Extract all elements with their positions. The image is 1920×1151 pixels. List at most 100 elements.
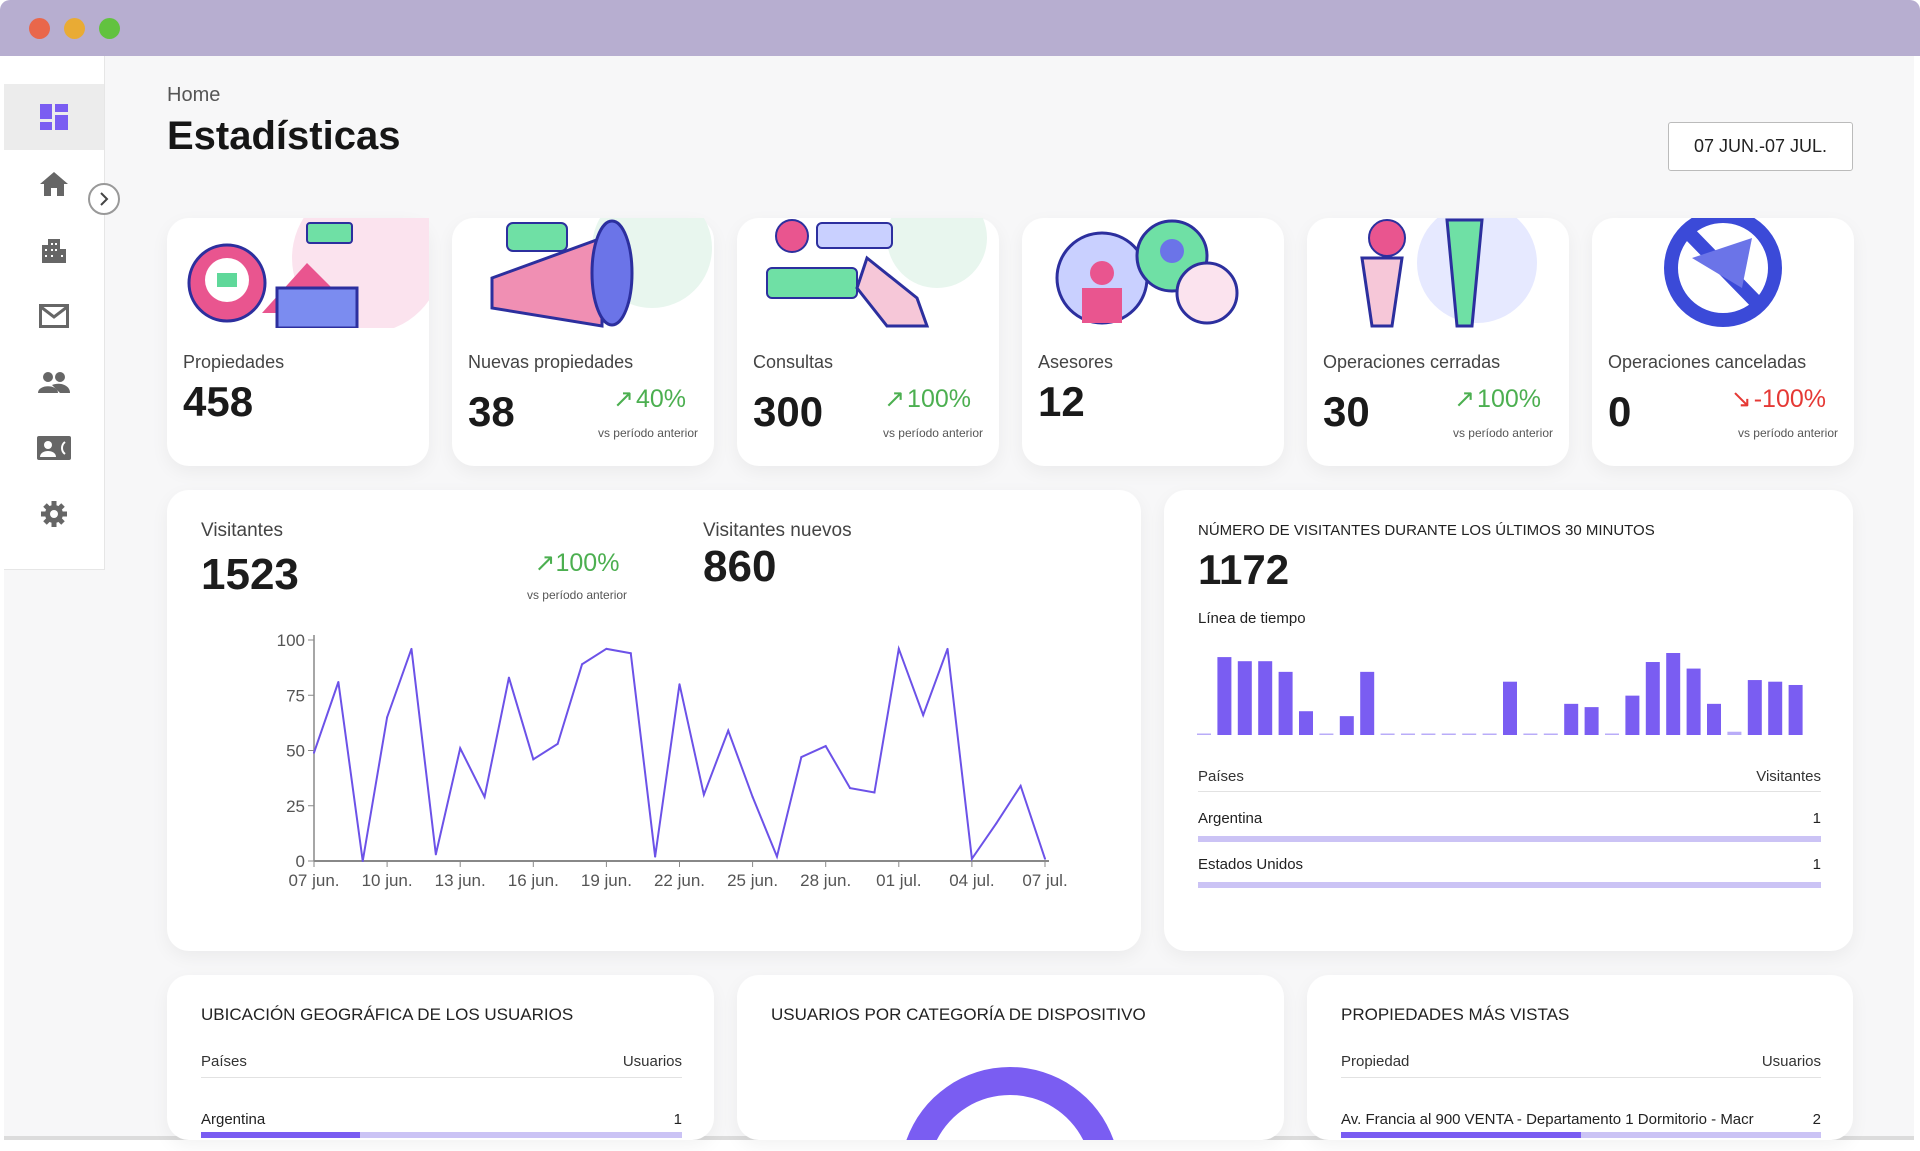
sidebar-item-buildings[interactable]	[4, 217, 104, 283]
stat-change: ↘ -100%	[1731, 384, 1826, 414]
visitors-value: 1523	[201, 550, 299, 599]
stat-card-operaciones-canceladas[interactable]: Operaciones canceladas 0 ↘ -100% vs períod…	[1592, 218, 1854, 466]
data-point	[361, 860, 364, 862]
stat-vs-label: vs período anterior	[1452, 426, 1553, 440]
stat-card-consultas[interactable]: Consultas 300 ↗ 100% vs período anterior	[737, 218, 999, 466]
timeline-bar[interactable]	[1319, 733, 1334, 736]
trend-up-icon: ↗	[613, 385, 634, 413]
stat-vs-label: vs período anterior	[1737, 426, 1838, 440]
timeline-bar[interactable]	[1584, 707, 1599, 735]
close-window-button[interactable]	[29, 18, 50, 39]
property-users: 2	[1812, 1111, 1821, 1128]
x-tick-label: 13 jun.	[435, 871, 486, 890]
data-point	[459, 747, 462, 750]
realtime-visitors-card: NÚMERO DE VISITANTES DURANTE LOS ÚLTIMOS…	[1164, 490, 1853, 951]
country-name: Argentina	[1198, 810, 1263, 827]
device-donut-segment	[906, 1066, 1114, 1140]
visitors-label: Visitantes	[201, 520, 284, 541]
data-point	[532, 758, 535, 761]
timeline-bar[interactable]	[1258, 661, 1273, 735]
data-point	[581, 663, 584, 666]
gear-icon	[41, 501, 67, 527]
col-users: Usuarios	[1761, 1053, 1821, 1070]
stat-change: ↗ 100%	[1454, 384, 1541, 414]
timeline-bar[interactable]	[1605, 733, 1619, 736]
property-name[interactable]: Av. Francia al 900 VENTA - Departamento …	[1341, 1111, 1754, 1128]
timeline-bar[interactable]	[1237, 661, 1252, 735]
x-tick-label: 25 jun.	[727, 871, 778, 890]
sidebar-collapse-toggle[interactable]	[88, 183, 120, 215]
timeline-bar[interactable]	[1788, 684, 1803, 735]
data-point	[629, 652, 632, 655]
data-point	[946, 647, 949, 650]
stat-illustration	[766, 218, 987, 328]
stat-card-asesores[interactable]: Asesores 12	[1022, 218, 1284, 466]
stat-change-value: 100%	[907, 384, 971, 413]
timeline-bar[interactable]	[1339, 716, 1354, 735]
stat-illustration	[1360, 218, 1537, 328]
data-point	[605, 647, 608, 650]
breadcrumb[interactable]: Home	[167, 84, 221, 106]
sidebar-item-dashboard[interactable]	[4, 84, 104, 150]
timeline-bar[interactable]	[1747, 680, 1762, 735]
timeline-bar[interactable]	[1645, 662, 1660, 735]
timeline-bar[interactable]	[1197, 733, 1211, 736]
minimize-window-button[interactable]	[64, 18, 85, 39]
data-point	[556, 742, 559, 745]
timeline-bar[interactable]	[1707, 703, 1721, 735]
trend-down-icon: ↘	[1730, 385, 1752, 413]
visitors-line-chart: 0 25 50 75 100 07 jun. 10 jun. 13 jun. 16 jun. 19…	[277, 631, 1068, 890]
x-tick-label: 07 jun.	[288, 871, 339, 890]
visitors-vs-label: vs período anterior	[526, 588, 628, 602]
timeline-bar[interactable]	[1727, 731, 1742, 735]
timeline-bar[interactable]	[1278, 671, 1293, 735]
timeline-bar[interactable]	[1686, 668, 1701, 735]
timeline-bar[interactable]	[1360, 671, 1375, 735]
data-point	[970, 857, 973, 860]
data-point	[410, 647, 413, 650]
sidebar-item-settings[interactable]	[4, 481, 104, 547]
timeline-bar[interactable]	[1666, 653, 1681, 735]
stat-illustration	[1664, 218, 1782, 327]
timeline-bar[interactable]	[1401, 733, 1415, 736]
realtime-value: 1172	[1198, 546, 1290, 593]
stat-illustration	[187, 218, 429, 328]
data-point	[434, 853, 437, 856]
timeline-bar[interactable]	[1482, 733, 1497, 736]
stat-value: 300	[753, 388, 824, 435]
timeline-bar[interactable]	[1421, 733, 1436, 736]
sidebar-item-users[interactable]	[4, 349, 104, 415]
timeline-bar[interactable]	[1217, 657, 1232, 735]
timeline-bar[interactable]	[1380, 733, 1395, 736]
visitors-card: Visitantes 1523 ↗100% vs período anterio…	[167, 490, 1141, 951]
timeline-bar[interactable]	[1625, 695, 1640, 735]
sidebar-item-home[interactable]	[4, 151, 104, 217]
col-countries: Países	[201, 1053, 247, 1070]
y-tick-label: 25	[286, 797, 305, 816]
stat-card-nuevas-propiedades[interactable]: Nuevas propiedades 38 ↗ 40% vs período ant…	[452, 218, 714, 466]
timeline-bar[interactable]	[1462, 733, 1477, 736]
table-divider	[1341, 1077, 1821, 1078]
sidebar-item-contacts[interactable]	[4, 415, 104, 481]
col-users: Usuarios	[622, 1053, 682, 1070]
mail-icon	[39, 304, 69, 328]
timeline-bar[interactable]	[1543, 733, 1558, 736]
country-bar	[1198, 836, 1821, 842]
data-point	[824, 745, 827, 748]
timeline-bar[interactable]	[1441, 733, 1456, 736]
timeline-bar[interactable]	[1299, 711, 1313, 735]
dashboard-icon	[40, 104, 68, 130]
timeline-bar[interactable]	[1768, 681, 1783, 735]
data-point	[654, 855, 657, 858]
stat-card-propiedades[interactable]: Propiedades 458	[167, 218, 429, 466]
maximize-window-button[interactable]	[99, 18, 120, 39]
timeline-bar[interactable]	[1523, 733, 1538, 736]
date-range-button[interactable]: 07 JUN.-07 JUL.	[1668, 122, 1853, 171]
timeline-bar[interactable]	[1503, 681, 1517, 735]
data-point	[800, 756, 803, 759]
data-point	[751, 795, 754, 798]
stat-card-operaciones-cerradas[interactable]: Operaciones cerradas 30 ↗ 100% vs período …	[1307, 218, 1569, 466]
sidebar-item-messages[interactable]	[4, 283, 104, 349]
timeline-bar[interactable]	[1564, 703, 1579, 735]
country-bar	[1198, 882, 1821, 888]
